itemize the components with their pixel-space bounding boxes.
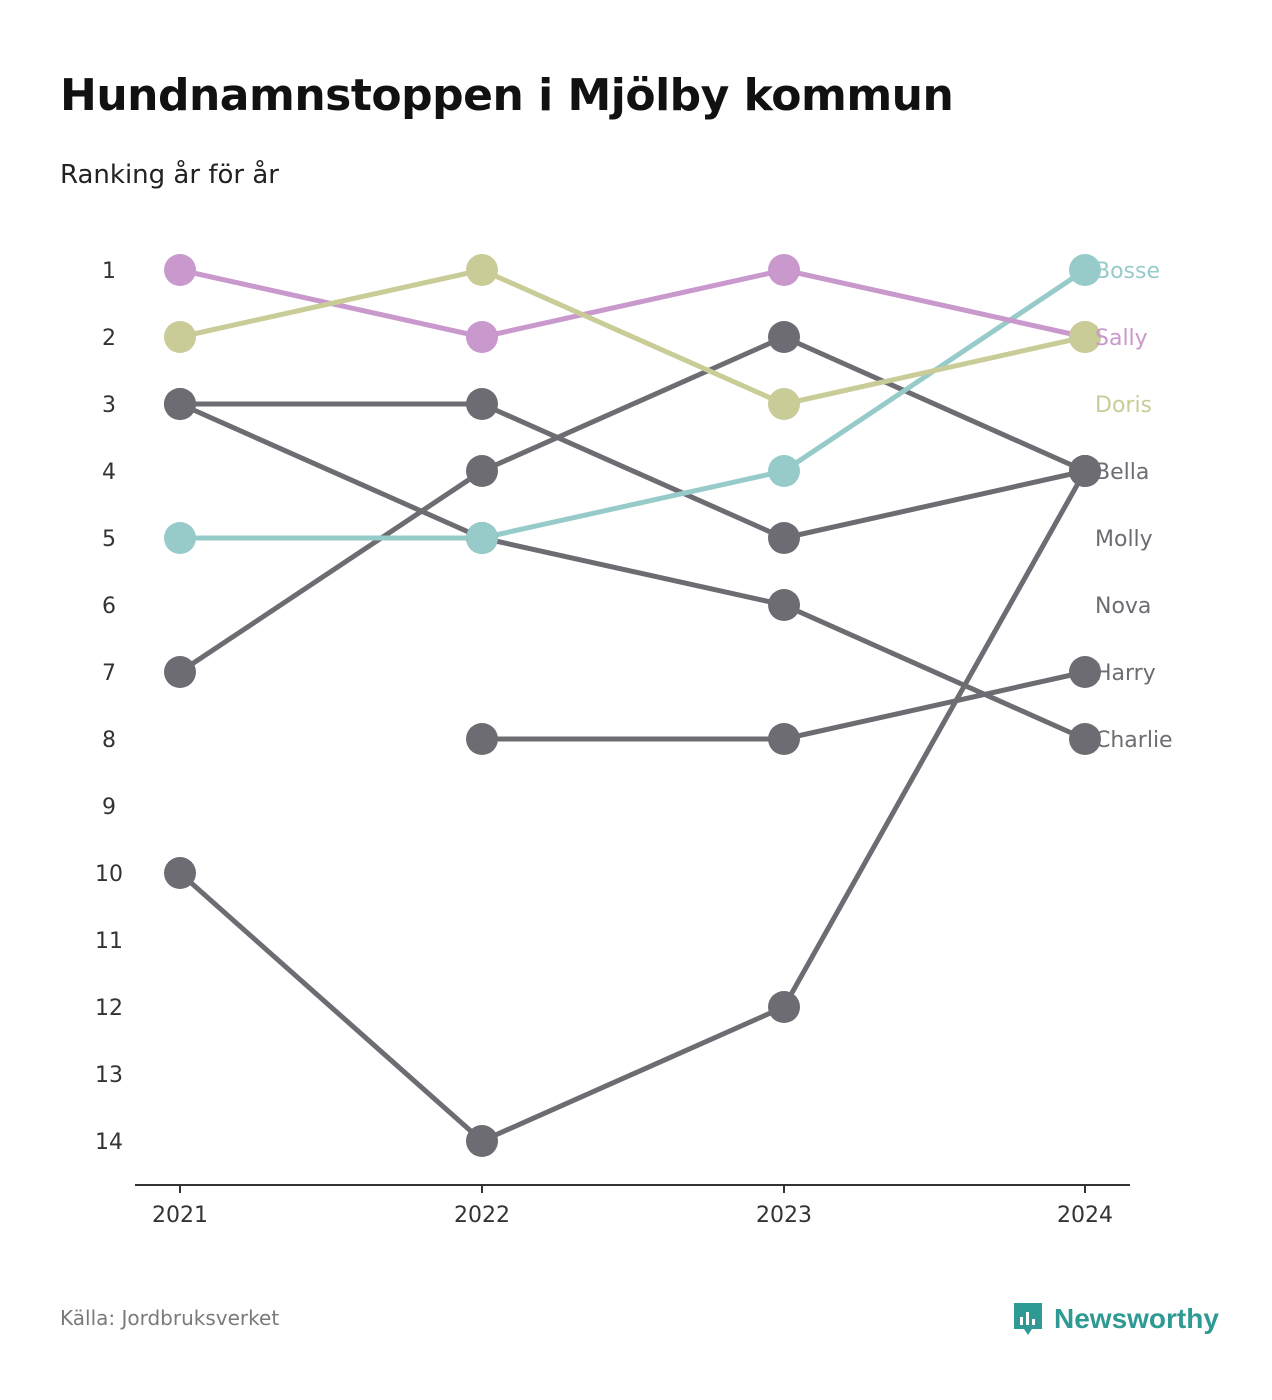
brand-name: Newsworthy	[1054, 1303, 1219, 1334]
series-line-charlie	[177, 401, 1088, 742]
series-label-harry: Harry	[1095, 661, 1156, 686]
x-tick-label: 2022	[454, 1203, 510, 1228]
y-tick-label: 14	[95, 1130, 123, 1155]
source-note: Källa: Jordbruksverket	[60, 1306, 280, 1330]
data-point-harry[interactable]	[466, 723, 498, 755]
data-point-harry[interactable]	[1069, 656, 1101, 688]
data-point-molly[interactable]	[164, 656, 196, 688]
data-point-bosse[interactable]	[768, 455, 800, 487]
x-tick-label: 2021	[152, 1203, 208, 1228]
y-tick-label: 12	[95, 996, 123, 1021]
series-label-bella: Bella	[1095, 460, 1149, 485]
y-tick-label: 10	[95, 862, 123, 887]
chart-subtitle: Ranking år för år	[60, 160, 279, 190]
series-label-charlie: Charlie	[1095, 728, 1173, 753]
series-line-bella	[177, 468, 1088, 1144]
data-point-bosse[interactable]	[1069, 254, 1101, 286]
newsworthy-logo-icon	[1014, 1303, 1042, 1335]
x-tick-label: 2023	[756, 1203, 812, 1228]
y-tick-label: 1	[102, 259, 116, 284]
y-tick-label: 13	[95, 1063, 123, 1088]
data-point-doris[interactable]	[1069, 321, 1101, 353]
data-point-nova[interactable]	[466, 388, 498, 420]
series-label-sally: Sally	[1095, 326, 1148, 351]
data-point-charlie[interactable]	[1069, 723, 1101, 755]
y-tick-label: 9	[102, 795, 116, 820]
y-tick-label: 6	[102, 594, 116, 619]
data-point-bosse[interactable]	[164, 522, 196, 554]
series-line-sally	[177, 267, 1088, 340]
data-point-molly[interactable]	[466, 455, 498, 487]
series-line-nova	[177, 401, 1088, 541]
series-lines	[177, 267, 1088, 1144]
y-tick-label: 2	[102, 326, 116, 351]
data-point-bella[interactable]	[466, 1125, 498, 1157]
y-tick-label: 5	[102, 527, 116, 552]
data-point-charlie[interactable]	[768, 589, 800, 621]
data-point-nova[interactable]	[768, 522, 800, 554]
x-axis: 2021 2022 2023 2024	[135, 1184, 1130, 1228]
series-points	[164, 254, 1101, 1157]
data-point-molly[interactable]	[768, 321, 800, 353]
series-line-doris	[177, 267, 1088, 407]
y-tick-label: 4	[102, 460, 116, 485]
data-point-bella[interactable]	[164, 857, 196, 889]
data-point-sally[interactable]	[768, 254, 800, 286]
y-tick-label: 3	[102, 393, 116, 418]
y-tick-label: 11	[95, 929, 123, 954]
series-label-doris: Doris	[1095, 393, 1152, 418]
brand-logo[interactable]: Newsworthy	[1012, 1300, 1219, 1338]
chart-title: Hundnamnstoppen i Mjölby kommun	[60, 70, 954, 121]
data-point-nova[interactable]	[1069, 455, 1101, 487]
series-line-molly	[177, 334, 1088, 675]
y-tick-label: 7	[102, 661, 116, 686]
series-label-nova: Nova	[1095, 594, 1151, 619]
series-label-molly: Molly	[1095, 527, 1153, 552]
data-point-bosse[interactable]	[466, 522, 498, 554]
data-point-harry[interactable]	[768, 723, 800, 755]
data-point-doris[interactable]	[466, 254, 498, 286]
data-point-sally[interactable]	[466, 321, 498, 353]
data-point-bella[interactable]	[768, 991, 800, 1023]
data-point-sally[interactable]	[164, 254, 196, 286]
series-label-bosse: Bosse	[1095, 259, 1160, 284]
series-labels: Bosse Sally Doris Bella Molly Nova Harry Charli…	[1095, 259, 1173, 753]
data-point-doris[interactable]	[164, 321, 196, 353]
data-point-charlie[interactable]	[164, 388, 196, 420]
x-tick-label: 2024	[1057, 1203, 1113, 1228]
data-point-doris[interactable]	[768, 388, 800, 420]
y-tick-label: 8	[102, 728, 116, 753]
